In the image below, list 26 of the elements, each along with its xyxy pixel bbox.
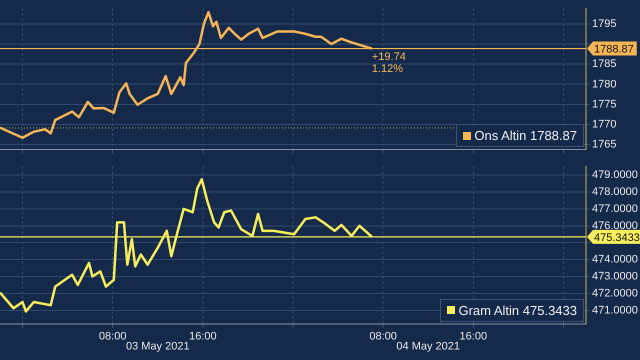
x-tick-label: 16:00	[460, 330, 488, 342]
y-tick-label: 1765	[592, 138, 616, 151]
y-tick-label: 471.0000	[592, 304, 638, 316]
x-tick-label: 08:00	[98, 330, 126, 342]
ref-line-label: 475.3433	[594, 232, 640, 244]
y-tick-label: 473.0000	[592, 270, 638, 282]
legend-label: Gram Altin 475.3433	[458, 302, 577, 318]
text: 03 May 2021	[126, 340, 190, 352]
x-tick-label: 08:00	[369, 330, 397, 342]
annotation: 1.12%	[372, 63, 404, 76]
y-tick-label: 1785	[592, 58, 616, 70]
y-tick-label: 478.0000	[592, 186, 638, 198]
x-tick-label: 16:00	[189, 330, 217, 342]
y-tick-label: 1770	[592, 118, 616, 130]
y-tick-label: 476.0000	[592, 220, 638, 232]
y-tick-label: 479.0000	[592, 169, 638, 182]
text: 04 May 2021	[396, 340, 460, 352]
annotation: +19.74	[372, 51, 406, 64]
y-tick-label: 474.0000	[592, 254, 638, 266]
legend-label: Ons Altin 1788.87	[474, 128, 577, 144]
y-tick-label: 477.0000	[592, 202, 638, 215]
y-tick-label: 472.0000	[592, 287, 638, 300]
y-tick-label: 1795	[592, 18, 616, 30]
ref-line-label: 1788.87	[594, 44, 634, 56]
y-tick-label: 1780	[592, 78, 616, 90]
y-tick-label: 1775	[592, 98, 616, 110]
